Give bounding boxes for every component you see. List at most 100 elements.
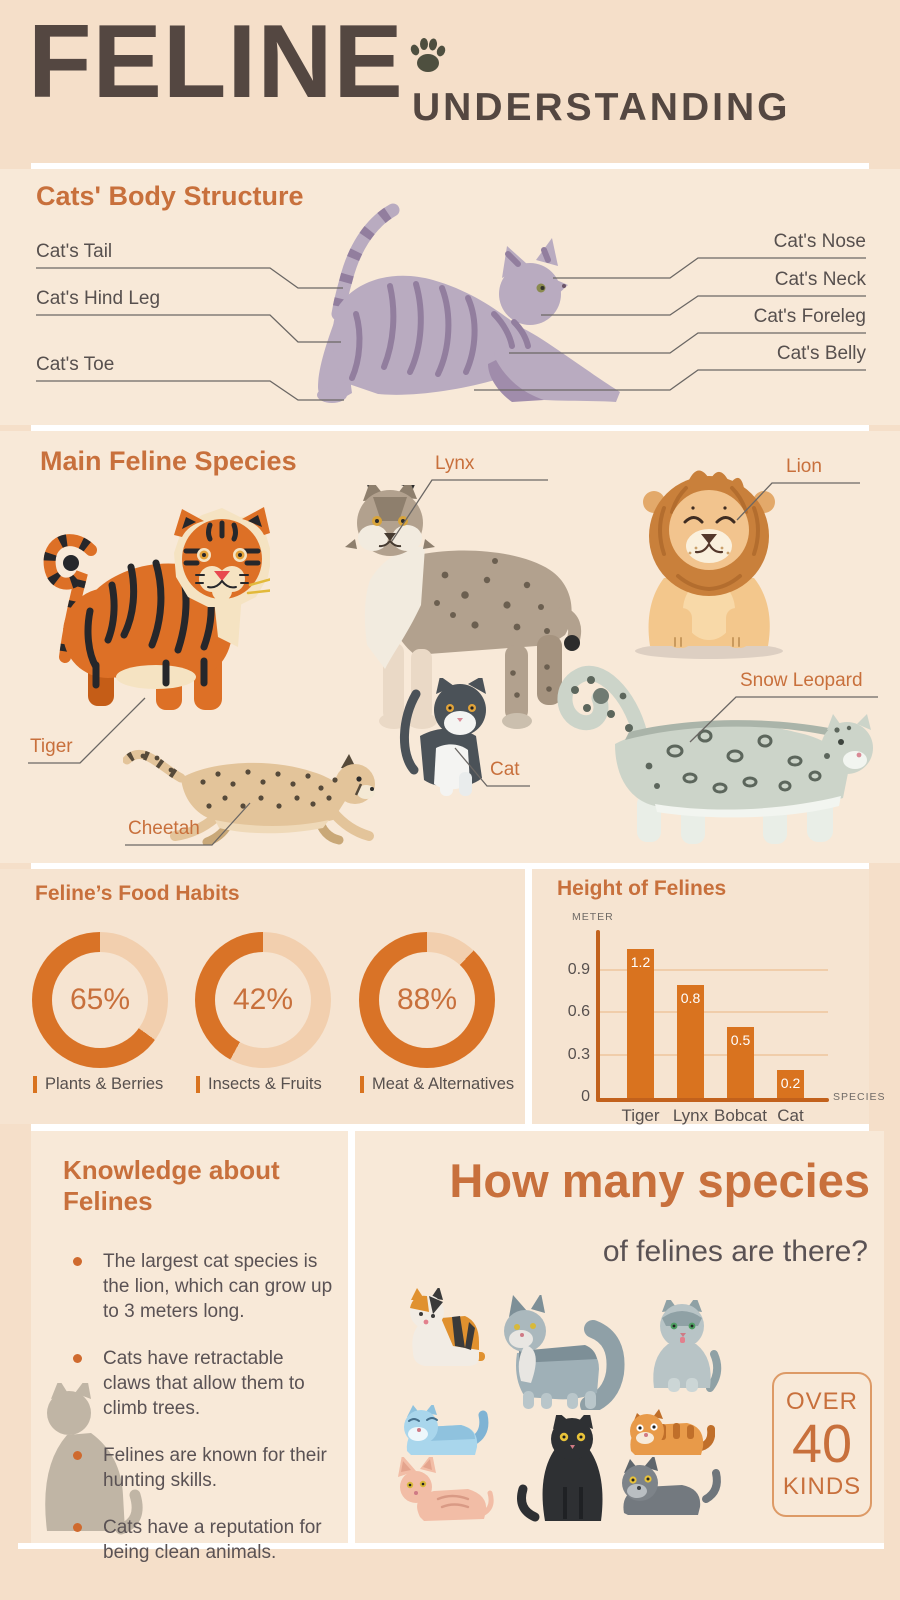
gridline xyxy=(600,969,828,972)
label-cats-neck: Cat's Neck xyxy=(774,269,866,290)
section-height-chart: Height of Felines METER SPECIES 1.2 0.8 0.… xyxy=(532,869,885,1125)
bar-value-label: 0.2 xyxy=(780,1075,801,1091)
snow-leopard-illustration xyxy=(545,636,878,848)
gridline xyxy=(600,1011,828,1014)
donut-value: 65% xyxy=(69,983,131,1016)
bullet-item: Cats have a reputation for being clean a… xyxy=(71,1515,334,1565)
sphynx-cat-icon xyxy=(390,1457,495,1525)
y-axis-line xyxy=(596,930,600,1102)
badge-kinds-label: KINDS xyxy=(782,1472,862,1500)
section-subheading: of felines are there? xyxy=(602,1235,868,1268)
cat-illustration xyxy=(398,678,500,798)
cheetah-illustration xyxy=(123,732,377,845)
x-category-label: Cat xyxy=(777,1106,804,1125)
gray-cat-icon xyxy=(610,1457,725,1523)
bar-lynx: 0.8 xyxy=(677,985,704,1098)
section-heading: Feline’s Food Habits xyxy=(35,882,240,905)
separator xyxy=(31,163,869,169)
separator xyxy=(31,425,869,431)
legend-plants: Plants & Berries xyxy=(33,1075,163,1094)
legend-label: Plants & Berries xyxy=(45,1075,164,1093)
bullet-item: Cats have retractable claws that allow t… xyxy=(71,1346,334,1421)
x-axis-unit-label: SPECIES xyxy=(833,1091,886,1103)
bar-value-label: 0.8 xyxy=(680,990,701,1006)
badge-number: 40 xyxy=(791,1414,853,1475)
cat-anatomy-illustration xyxy=(298,202,628,407)
donut-chart-meat: 88% xyxy=(359,932,495,1068)
paw-icon xyxy=(408,38,448,74)
section-how-many-species: How many species of felines are there? xyxy=(355,1131,884,1543)
x-category-label: Tiger xyxy=(621,1106,660,1125)
bullet-item: Felines are known for their hunting skil… xyxy=(71,1443,334,1493)
label-cats-toe: Cat's Toe xyxy=(36,354,115,375)
y-axis-unit-label: METER xyxy=(572,911,614,923)
bar-plot-area: 1.2 0.8 0.5 0.2 xyxy=(600,930,828,1098)
legend-marker xyxy=(33,1076,37,1093)
badge-over-label: OVER xyxy=(785,1388,858,1416)
label-cats-belly: Cat's Belly xyxy=(776,343,866,364)
page-title: FELINE xyxy=(28,4,404,120)
species-count-badge: OVER 40 KINDS xyxy=(772,1372,872,1517)
y-tick-label: 0.3 xyxy=(567,1045,590,1063)
label-cats-nose: Cat's Nose xyxy=(773,231,866,252)
bar-value-label: 1.2 xyxy=(630,954,651,970)
calico-cat-icon xyxy=(395,1288,485,1372)
legend-meat: Meat & Alternatives xyxy=(360,1075,514,1094)
maine-coon-cat-icon xyxy=(495,1295,625,1410)
x-category-label: Bobcat xyxy=(714,1106,767,1125)
separator xyxy=(18,1543,884,1549)
bar-value-label: 0.5 xyxy=(730,1032,751,1048)
blue-cat-icon xyxy=(395,1405,490,1460)
label-tiger: Tiger xyxy=(30,736,73,757)
section-heading: Main Feline Species xyxy=(40,446,297,476)
orange-tabby-cat-icon xyxy=(617,1403,715,1459)
legend-insects: Insects & Fruits xyxy=(196,1075,322,1094)
section-knowledge: Knowledge about Felines The largest cat … xyxy=(31,1131,348,1563)
legend-label: Insects & Fruits xyxy=(208,1075,322,1093)
tiger-illustration xyxy=(36,505,270,712)
section-main-species: Main Feline Species xyxy=(0,431,900,863)
section-heading: Cats' Body Structure xyxy=(36,181,304,211)
separator xyxy=(31,1124,869,1131)
x-category-label: Lynx xyxy=(672,1106,709,1125)
separator xyxy=(525,869,532,1124)
lion-illustration xyxy=(630,458,788,660)
label-cheetah: Cheetah xyxy=(128,818,200,839)
separator xyxy=(348,1131,355,1543)
bullet-item: The largest cat species is the lion, whi… xyxy=(71,1249,334,1324)
separator xyxy=(31,863,869,869)
legend-label: Meat & Alternatives xyxy=(372,1075,515,1093)
bar-bobcat: 0.5 xyxy=(727,1027,754,1098)
y-tick-label: 0.6 xyxy=(567,1003,590,1021)
gridline xyxy=(600,1053,828,1056)
label-lynx: Lynx xyxy=(435,453,475,474)
label-cat: Cat xyxy=(490,759,520,780)
bar-cat: 0.2 xyxy=(777,1070,804,1098)
section-food-habits: Feline’s Food Habits 65% 42% 88% Plants … xyxy=(0,869,525,1124)
section-body-structure: Cats' Body Structure xyxy=(0,169,900,425)
label-snow-leopard: Snow Leopard xyxy=(740,670,863,691)
legend-marker xyxy=(360,1076,364,1093)
lynx-illustration xyxy=(325,485,590,740)
donut-chart-insects: 42% xyxy=(195,932,331,1068)
knowledge-bullet-list: The largest cat species is the lion, whi… xyxy=(71,1249,334,1587)
label-cats-hind-leg: Cat's Hind Leg xyxy=(36,288,161,309)
label-cats-tail: Cat's Tail xyxy=(36,241,113,262)
species-connector-lines xyxy=(28,479,878,846)
donut-value: 88% xyxy=(396,983,458,1016)
y-tick-label: 0.9 xyxy=(567,961,590,979)
x-axis-line xyxy=(596,1098,829,1102)
legend-marker xyxy=(196,1076,200,1093)
section-heading: How many species xyxy=(449,1154,870,1207)
section-heading: Knowledge about Felines xyxy=(63,1155,280,1216)
gray-tabby-cat-icon xyxy=(640,1300,725,1395)
section-heading: Height of Felines xyxy=(557,877,727,900)
bar-tiger: 1.2 xyxy=(627,949,654,1098)
donut-chart-plants: 65% xyxy=(32,932,168,1068)
donut-value: 42% xyxy=(232,983,294,1016)
anatomy-connector-lines xyxy=(36,257,866,401)
black-cat-icon xyxy=(515,1415,625,1527)
label-lion: Lion xyxy=(786,456,822,477)
cat-silhouette-icon xyxy=(27,1383,145,1535)
